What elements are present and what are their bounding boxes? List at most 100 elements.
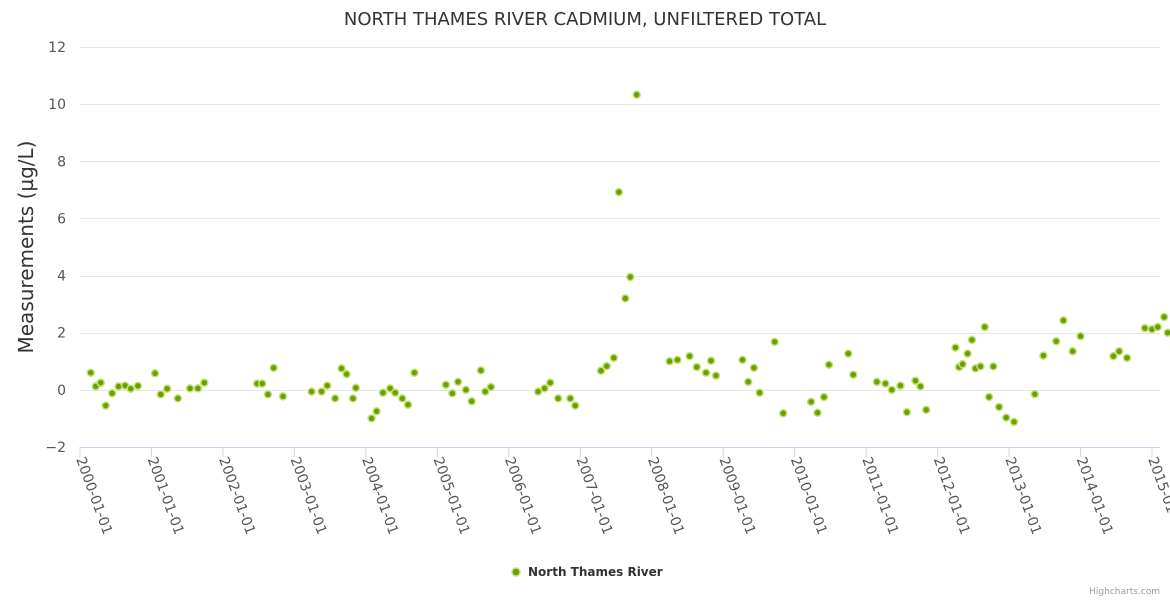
data-point-40[interactable] [461, 385, 471, 395]
data-point-74[interactable] [824, 360, 834, 369]
data-point-37[interactable] [441, 380, 451, 389]
data-point-45[interactable] [533, 387, 543, 396]
data-point-76[interactable] [849, 370, 858, 379]
data-point-58[interactable] [665, 357, 674, 366]
data-point-53[interactable] [609, 353, 619, 363]
data-point-109[interactable] [1153, 322, 1162, 332]
data-point-44[interactable] [486, 382, 496, 392]
data-point-102[interactable] [1068, 347, 1077, 356]
data-point-60[interactable] [685, 351, 694, 361]
data-point-72[interactable] [813, 408, 822, 417]
data-point-85[interactable] [951, 343, 960, 352]
data-point-66[interactable] [743, 377, 753, 387]
data-point-3[interactable] [101, 401, 110, 410]
data-point-110[interactable] [1159, 312, 1169, 322]
legend[interactable]: North Thames River [511, 565, 663, 579]
data-point-39[interactable] [453, 377, 463, 387]
data-point-18[interactable] [263, 390, 273, 399]
data-point-54[interactable] [614, 187, 624, 197]
data-point-2[interactable] [96, 378, 105, 387]
data-point-25[interactable] [337, 364, 346, 373]
data-point-59[interactable] [673, 355, 682, 365]
data-point-38[interactable] [448, 389, 457, 398]
data-point-55[interactable] [621, 294, 630, 303]
data-point-111[interactable] [1163, 328, 1170, 337]
data-point-33[interactable] [390, 388, 400, 397]
data-point-36[interactable] [410, 368, 419, 377]
data-point-4[interactable] [107, 389, 117, 398]
data-point-104[interactable] [1109, 351, 1118, 361]
data-point-56[interactable] [626, 272, 635, 282]
data-point-10[interactable] [156, 390, 166, 399]
data-point-97[interactable] [1009, 417, 1019, 427]
data-point-103[interactable] [1076, 331, 1085, 341]
data-point-84[interactable] [921, 405, 931, 415]
data-point-100[interactable] [1051, 337, 1061, 346]
data-point-15[interactable] [200, 378, 209, 387]
data-point-87[interactable] [958, 359, 967, 369]
data-point-28[interactable] [351, 383, 361, 393]
data-point-98[interactable] [1030, 389, 1040, 399]
data-point-47[interactable] [546, 378, 555, 387]
data-point-35[interactable] [403, 400, 413, 409]
data-point-71[interactable] [806, 397, 816, 407]
data-point-42[interactable] [476, 366, 486, 375]
data-point-69[interactable] [770, 337, 779, 347]
data-point-94[interactable] [989, 362, 998, 371]
data-point-99[interactable] [1039, 351, 1048, 360]
data-point-41[interactable] [467, 397, 476, 406]
data-point-79[interactable] [887, 385, 897, 395]
data-point-78[interactable] [881, 379, 890, 388]
data-point-50[interactable] [571, 401, 580, 410]
data-point-29[interactable] [367, 414, 376, 423]
data-point-30[interactable] [372, 407, 381, 416]
data-point-82[interactable] [911, 376, 920, 385]
data-point-83[interactable] [916, 382, 925, 391]
data-point-26[interactable] [342, 369, 351, 379]
data-point-91[interactable] [976, 362, 985, 371]
data-point-52[interactable] [602, 361, 611, 371]
data-point-14[interactable] [193, 384, 203, 393]
data-point-11[interactable] [162, 384, 172, 393]
data-point-89[interactable] [967, 335, 977, 345]
legend-item-north-thames-river[interactable]: North Thames River [528, 565, 663, 579]
data-point-96[interactable] [1001, 413, 1011, 422]
data-point-49[interactable] [566, 394, 575, 403]
data-point-77[interactable] [872, 377, 882, 387]
data-point-43[interactable] [480, 387, 490, 396]
data-point-9[interactable] [150, 369, 160, 378]
credits-link[interactable]: Highcharts.com [1089, 587, 1160, 597]
data-point-7[interactable] [126, 384, 135, 393]
data-point-57[interactable] [632, 90, 641, 99]
data-point-31[interactable] [378, 388, 388, 397]
data-point-21[interactable] [307, 387, 316, 396]
data-point-107[interactable] [1140, 323, 1150, 333]
data-point-64[interactable] [711, 371, 721, 380]
data-point-46[interactable] [540, 384, 549, 393]
data-point-22[interactable] [317, 387, 326, 396]
series-north-thames-river[interactable] [86, 90, 1170, 427]
data-point-19[interactable] [269, 363, 278, 373]
data-point-105[interactable] [1114, 347, 1124, 356]
data-point-67[interactable] [749, 363, 759, 373]
data-point-61[interactable] [692, 362, 702, 372]
data-point-88[interactable] [963, 349, 972, 358]
data-point-23[interactable] [323, 381, 332, 390]
data-point-92[interactable] [980, 322, 990, 332]
data-point-93[interactable] [984, 392, 994, 402]
data-point-8[interactable] [133, 381, 143, 391]
data-point-106[interactable] [1122, 353, 1132, 363]
data-point-81[interactable] [902, 407, 912, 417]
data-point-80[interactable] [896, 381, 905, 390]
data-point-12[interactable] [173, 394, 183, 403]
data-point-101[interactable] [1059, 316, 1068, 325]
data-point-75[interactable] [844, 349, 853, 358]
data-point-70[interactable] [778, 409, 788, 418]
data-point-63[interactable] [706, 356, 716, 365]
data-point-68[interactable] [755, 388, 764, 397]
data-point-27[interactable] [348, 394, 358, 403]
legend-marker-icon[interactable] [511, 567, 521, 577]
data-point-24[interactable] [330, 394, 340, 403]
data-point-65[interactable] [738, 355, 747, 365]
data-point-73[interactable] [819, 392, 829, 402]
